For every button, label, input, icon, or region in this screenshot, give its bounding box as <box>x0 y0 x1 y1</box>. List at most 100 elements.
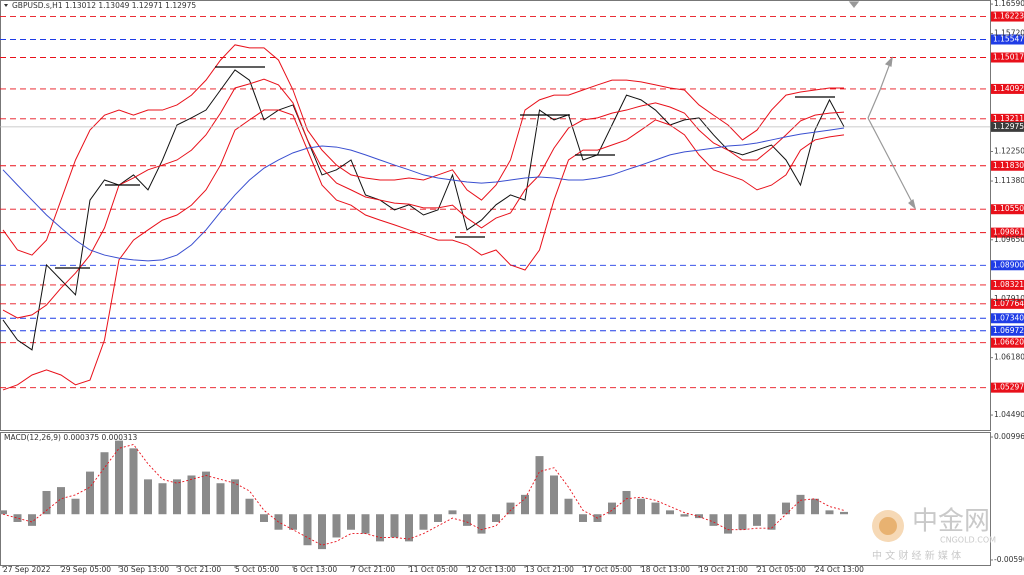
level-label: 1.08321 <box>993 280 1024 289</box>
level-label: 1.10550 <box>993 204 1024 213</box>
x-tick-label: 6 Oct 13:00 <box>293 565 337 574</box>
macd-bar <box>709 514 718 526</box>
level-label-bg <box>991 313 1024 324</box>
macd-bar <box>42 490 51 515</box>
x-tick-label: 19 Oct 21:00 <box>699 565 748 574</box>
macd-bar <box>492 514 500 522</box>
macd-bar <box>796 494 805 515</box>
arrow-down <box>867 117 916 209</box>
level-label: 1.08900 <box>993 260 1024 269</box>
macd-bar <box>245 498 254 515</box>
arrowhead <box>908 198 917 210</box>
level-label-bg <box>991 160 1024 171</box>
macd-bar <box>608 502 616 515</box>
level-label: 1.15547 <box>993 35 1024 44</box>
current-price-label: 1.12975 <box>993 122 1024 131</box>
x-tick-label: 21 Oct 05:00 <box>757 565 806 574</box>
indicator-line <box>2 109 845 391</box>
macd-bar <box>637 498 645 515</box>
macd-bar <box>564 498 573 515</box>
x-tick-label: 30 Sep 13:00 <box>119 565 169 574</box>
macd-bar <box>332 514 341 538</box>
macd-bar <box>100 452 109 515</box>
x-tick-label: 17 Oct 05:00 <box>583 565 632 574</box>
y-tick-label: 1.09650 <box>994 235 1024 244</box>
logo <box>879 517 897 535</box>
macd-bar <box>158 483 167 515</box>
macd-bar <box>57 487 65 515</box>
indicator-line <box>2 78 845 319</box>
level-label: 1.07764 <box>993 299 1024 308</box>
y-tick-label: 1.07910 <box>994 294 1024 303</box>
y-tick-label: 1.16590 <box>994 0 1024 8</box>
level-label: 1.06972 <box>993 326 1024 335</box>
indicator-line <box>2 127 845 262</box>
macd-bar <box>405 514 413 542</box>
projection-arrows <box>848 1 917 210</box>
macd-bar <box>811 498 819 515</box>
level-label-bg <box>991 337 1024 348</box>
level-label: 1.05297 <box>993 383 1024 392</box>
macd-bar <box>666 510 674 515</box>
macd-bar <box>202 471 210 515</box>
watermark-site: CNGOLD.COM <box>940 536 996 545</box>
y-tick-label: 1.06180 <box>994 353 1024 362</box>
pivot-segments <box>55 66 835 269</box>
y-tick-label: 1.12250 <box>994 146 1024 155</box>
y-tick-label: 0.009962 <box>994 432 1024 441</box>
macd-bar <box>289 514 297 530</box>
macd-bar <box>506 502 515 515</box>
macd-bar <box>231 479 239 515</box>
macd-bar <box>144 479 152 515</box>
indicator-line <box>2 44 844 256</box>
signal-line <box>2 443 845 546</box>
symbol-menu-icon <box>4 4 8 7</box>
macd-bar <box>303 514 312 546</box>
x-tick-label: 3 Oct 21:00 <box>177 565 221 574</box>
level-label: 1.13211 <box>993 114 1024 123</box>
macd-bar <box>724 514 732 534</box>
shift-marker <box>848 1 860 8</box>
level-label: 1.11830 <box>993 161 1024 170</box>
price-panel <box>0 0 991 431</box>
level-label: 1.15017 <box>993 53 1024 62</box>
macd-bar <box>0 510 7 515</box>
level-label: 1.14092 <box>993 84 1024 93</box>
macd-bar <box>463 514 471 526</box>
macd-bar <box>173 479 181 515</box>
macd-bar <box>71 498 80 515</box>
level-label-bg <box>991 83 1024 94</box>
macd-bar <box>347 514 355 530</box>
level-label: 1.09861 <box>993 228 1024 237</box>
macd-bar <box>115 440 123 515</box>
macd-bar <box>782 502 790 515</box>
macd-bar <box>434 514 442 522</box>
macd-bar <box>361 514 370 534</box>
macd-bar <box>753 514 761 526</box>
x-tick-label: 29 Sep 05:00 <box>61 565 111 574</box>
macd-bar <box>535 456 544 515</box>
macd-bar <box>579 514 587 522</box>
x-tick-label: 13 Oct 21:00 <box>525 565 574 574</box>
watermark-slogan: 中 文 财 经 新 媒 体 <box>872 549 961 562</box>
x-tick-label: 24 Oct 13:00 <box>815 565 864 574</box>
macd-bar <box>521 494 529 515</box>
watermark-name: 中金网 <box>912 507 990 537</box>
macd-bar <box>318 514 326 550</box>
symbol-title: GBPUSD.s,H1 1.13012 1.13049 1.12971 1.12… <box>12 1 196 10</box>
macd-bar <box>825 510 834 515</box>
level-label: 1.06620 <box>993 338 1024 347</box>
macd-bar <box>129 448 138 515</box>
arrow-up <box>867 57 893 119</box>
macd-bar <box>550 475 558 515</box>
level-label: 1.07340 <box>993 313 1024 322</box>
level-label-bg <box>991 298 1024 309</box>
macd-title: MACD(12,26,9) 0.000375 0.000313 <box>4 433 138 442</box>
y-tick-label: 1.15720 <box>994 29 1024 38</box>
level-label-bg <box>991 382 1024 393</box>
level-label-bg <box>991 227 1024 238</box>
macd-bar <box>187 475 196 515</box>
